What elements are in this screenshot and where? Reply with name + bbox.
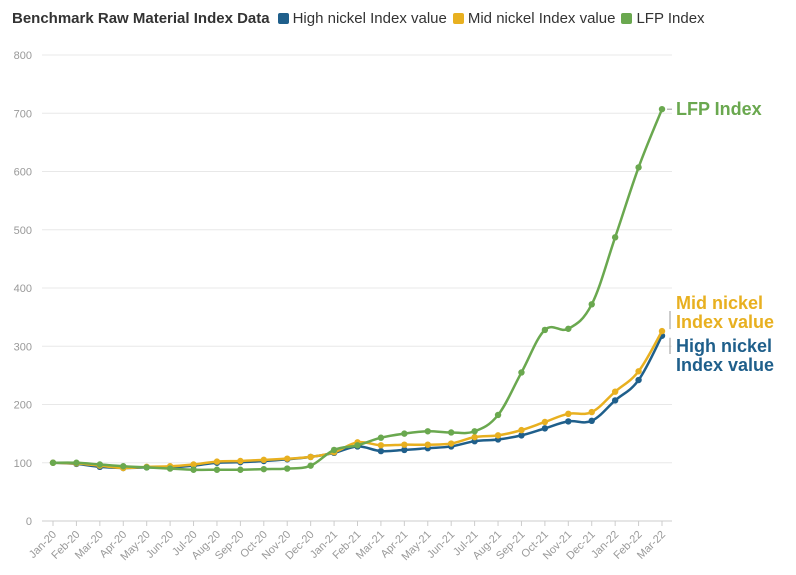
data-point-lfp (447, 429, 455, 436)
data-point-lfp (565, 325, 572, 332)
legend: Benchmark Raw Material Index Data High n… (12, 10, 711, 27)
data-point-mid-nickel (307, 453, 314, 461)
data-point-mid-nickel (260, 456, 268, 464)
data-point-lfp (307, 462, 314, 469)
end-label-lfp: LFP Index (676, 99, 762, 119)
data-point-lfp (377, 434, 385, 441)
data-point-mid-nickel (190, 461, 197, 468)
y-tick-label: 500 (14, 225, 32, 237)
legend-item-lfp[interactable]: LFP Index (621, 10, 705, 27)
end-label-high-nickel: High nickel (676, 336, 772, 356)
y-tick-label: 100 (14, 458, 32, 470)
data-point-high-nickel (518, 432, 525, 439)
data-point-lfp (120, 463, 127, 470)
legend-swatch-lfp (621, 13, 633, 24)
y-tick-label: 200 (14, 400, 32, 412)
legend-label-lfp: LFP Index (636, 10, 705, 27)
data-point-mid-nickel (635, 368, 642, 375)
legend-item-high-nickel[interactable]: High nickel Index value (277, 10, 447, 27)
data-point-lfp (166, 465, 174, 472)
y-tick-label: 300 (14, 341, 32, 353)
end-label-mid-nickel: Mid nickel (676, 293, 763, 313)
data-point-lfp (143, 464, 150, 471)
data-point-lfp (635, 164, 642, 171)
end-label-mid-nickel: Index value (676, 312, 774, 332)
data-point-lfp (260, 465, 268, 473)
data-point-lfp (354, 442, 361, 449)
data-point-high-nickel (611, 397, 619, 404)
legend-swatch-high-nickel (277, 13, 289, 24)
data-point-lfp (284, 465, 291, 472)
data-point-high-nickel (635, 376, 642, 384)
data-point-high-nickel (377, 447, 385, 455)
data-point-lfp (424, 428, 431, 435)
y-tick-label: 700 (14, 108, 32, 120)
data-point-mid-nickel (447, 440, 455, 447)
data-point-mid-nickel (284, 455, 291, 462)
legend-swatch-mid-nickel (452, 13, 464, 24)
data-point-mid-nickel (237, 457, 244, 465)
legend-label-high-nickel: High nickel Index value (292, 10, 447, 27)
data-point-lfp (518, 369, 525, 376)
data-point-mid-nickel (658, 327, 666, 335)
data-point-lfp (237, 466, 244, 473)
y-tick-label: 800 (14, 50, 32, 62)
data-point-lfp (494, 411, 502, 419)
chart-title: Benchmark Raw Material Index Data (12, 10, 270, 27)
legend-label-mid-nickel: Mid nickel Index value (467, 10, 616, 27)
data-point-high-nickel (541, 425, 549, 432)
data-point-lfp (541, 326, 549, 334)
data-point-lfp (658, 105, 666, 113)
data-point-lfp (96, 461, 104, 468)
data-point-lfp (401, 430, 408, 437)
data-point-mid-nickel (611, 388, 619, 395)
data-point-mid-nickel (424, 441, 431, 448)
data-point-mid-nickel (588, 408, 595, 416)
y-tick-label: 400 (14, 283, 32, 295)
y-tick-label: 0 (26, 516, 32, 528)
end-label-high-nickel: Index value (676, 355, 774, 375)
data-point-high-nickel (401, 446, 408, 454)
y-tick-label: 600 (14, 167, 32, 179)
legend-item-mid-nickel[interactable]: Mid nickel Index value (452, 10, 616, 27)
data-point-lfp (330, 446, 338, 454)
data-point-high-nickel (565, 418, 572, 425)
data-point-mid-nickel (401, 441, 408, 448)
data-point-mid-nickel (213, 458, 221, 465)
data-point-lfp (588, 301, 595, 308)
data-point-mid-nickel (565, 410, 572, 418)
data-point-mid-nickel (494, 432, 502, 439)
data-point-lfp (49, 459, 57, 466)
data-point-lfp (213, 466, 221, 473)
data-point-lfp (73, 459, 80, 466)
data-point-high-nickel (588, 417, 595, 425)
data-point-mid-nickel (518, 426, 525, 434)
data-point-lfp (190, 466, 197, 473)
data-point-lfp (611, 234, 619, 241)
data-point-mid-nickel (377, 442, 385, 449)
data-point-mid-nickel (541, 418, 549, 426)
data-point-mid-nickel (471, 433, 478, 441)
data-point-lfp (471, 428, 478, 435)
